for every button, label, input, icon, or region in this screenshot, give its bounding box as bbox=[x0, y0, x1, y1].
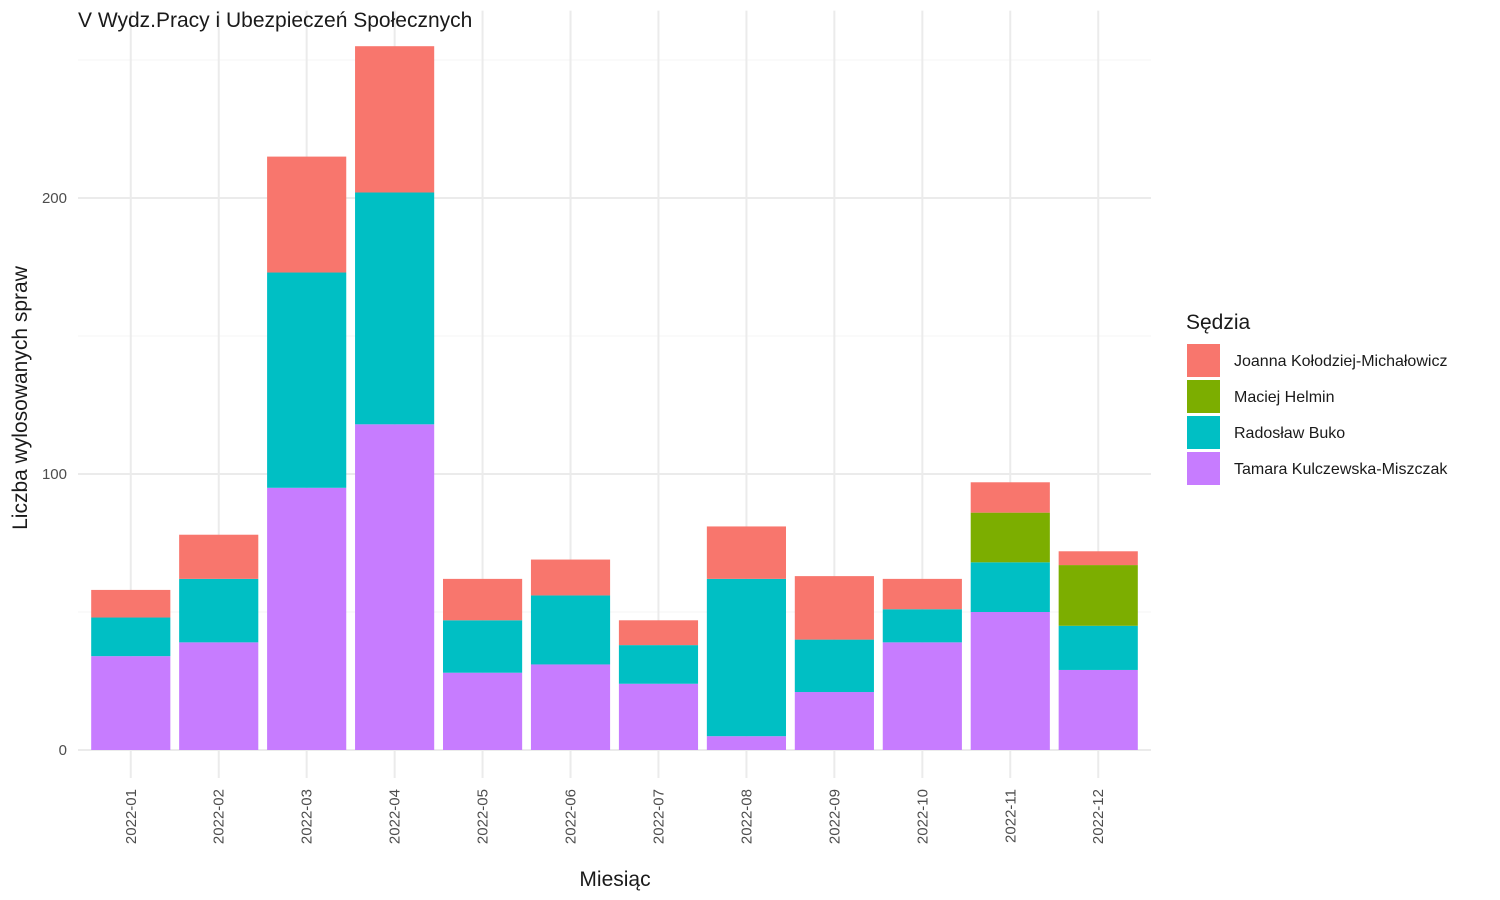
x-tick-label: 2022-11 bbox=[1002, 789, 1019, 843]
y-tick-label: 200 bbox=[42, 190, 67, 207]
x-tick-label: 2022-06 bbox=[563, 789, 580, 844]
x-tick-label: 2022-05 bbox=[475, 789, 492, 844]
legend-label: Maciej Helmin bbox=[1234, 389, 1334, 406]
legend-title: Sędzia bbox=[1186, 311, 1251, 334]
bar-segment bbox=[355, 46, 435, 193]
bar-segment bbox=[442, 672, 523, 750]
bar-segment bbox=[882, 578, 962, 610]
legend-label: Joanna Kołodziej-Michałowicz bbox=[1234, 353, 1447, 370]
bar-segment bbox=[442, 578, 523, 621]
bar-segment bbox=[91, 617, 171, 657]
bar-segment bbox=[179, 534, 259, 579]
y-axis-title: Liczba wylosowanych spraw bbox=[9, 265, 32, 530]
bar-segment bbox=[91, 589, 171, 618]
bar-segment bbox=[267, 272, 347, 488]
x-axis-title: Miesiąc bbox=[579, 868, 650, 891]
bar-segment bbox=[530, 595, 611, 665]
legend-key bbox=[1187, 452, 1220, 485]
bar-segment bbox=[355, 424, 435, 750]
bar-segment bbox=[1058, 625, 1138, 670]
bar-segment bbox=[530, 664, 611, 750]
bar-segment bbox=[970, 482, 1050, 513]
legend: Sędzia Joanna Kołodziej-Michałowicz Macie… bbox=[1186, 311, 1448, 485]
legend-label: Radosław Buko bbox=[1234, 425, 1345, 442]
bar-segment bbox=[706, 578, 787, 737]
bar-segment bbox=[530, 559, 611, 596]
chart-title: V Wydz.Pracy i Ubezpieczeń Społecznych bbox=[78, 9, 472, 32]
bar-segment bbox=[618, 645, 699, 684]
bar-segment bbox=[355, 192, 435, 425]
bar-segment bbox=[706, 526, 787, 579]
x-tick-label: 2022-03 bbox=[299, 789, 316, 844]
bar-segment bbox=[970, 562, 1050, 612]
bar-segment bbox=[179, 578, 259, 643]
legend-key bbox=[1187, 416, 1220, 449]
bar-segment bbox=[267, 156, 347, 273]
x-tick-label: 2022-08 bbox=[738, 789, 755, 844]
bar-segment bbox=[794, 576, 874, 640]
x-axis: 2022-01 2022-02 2022-03 2022-04 2022-05 2022-… bbox=[123, 789, 1107, 844]
x-tick-label: 2022-10 bbox=[914, 789, 931, 844]
x-tick-label: 2022-09 bbox=[826, 789, 843, 844]
bar-segment bbox=[91, 656, 171, 750]
bar-segment bbox=[1058, 669, 1138, 750]
x-tick-label: 2022-02 bbox=[211, 789, 228, 844]
bar-segment bbox=[794, 639, 874, 693]
bar-segment bbox=[267, 487, 347, 750]
x-tick-label: 2022-07 bbox=[650, 789, 667, 844]
y-tick-label: 0 bbox=[59, 742, 67, 759]
bar-segment bbox=[706, 736, 787, 750]
bars bbox=[91, 46, 1138, 750]
bar-segment bbox=[882, 642, 962, 750]
x-tick-label: 2022-12 bbox=[1090, 789, 1107, 844]
bar-segment bbox=[442, 620, 523, 673]
bar-segment bbox=[882, 609, 962, 643]
bar-segment bbox=[618, 620, 699, 646]
bar-segment bbox=[618, 683, 699, 750]
bar-segment bbox=[794, 692, 874, 750]
x-tick-label: 2022-01 bbox=[123, 789, 140, 844]
bar-segment bbox=[1058, 551, 1138, 566]
bar-segment bbox=[179, 642, 259, 750]
x-tick-label: 2022-04 bbox=[387, 789, 404, 844]
y-tick-label: 100 bbox=[42, 466, 67, 483]
legend-key bbox=[1187, 344, 1220, 377]
bar-segment bbox=[970, 612, 1050, 750]
legend-key bbox=[1187, 380, 1220, 413]
legend-label: Tamara Kulczewska-Miszczak bbox=[1234, 461, 1448, 478]
bar-segment bbox=[1058, 565, 1138, 626]
y-axis: 0 100 200 bbox=[42, 190, 67, 759]
bar-segment bbox=[970, 512, 1050, 563]
